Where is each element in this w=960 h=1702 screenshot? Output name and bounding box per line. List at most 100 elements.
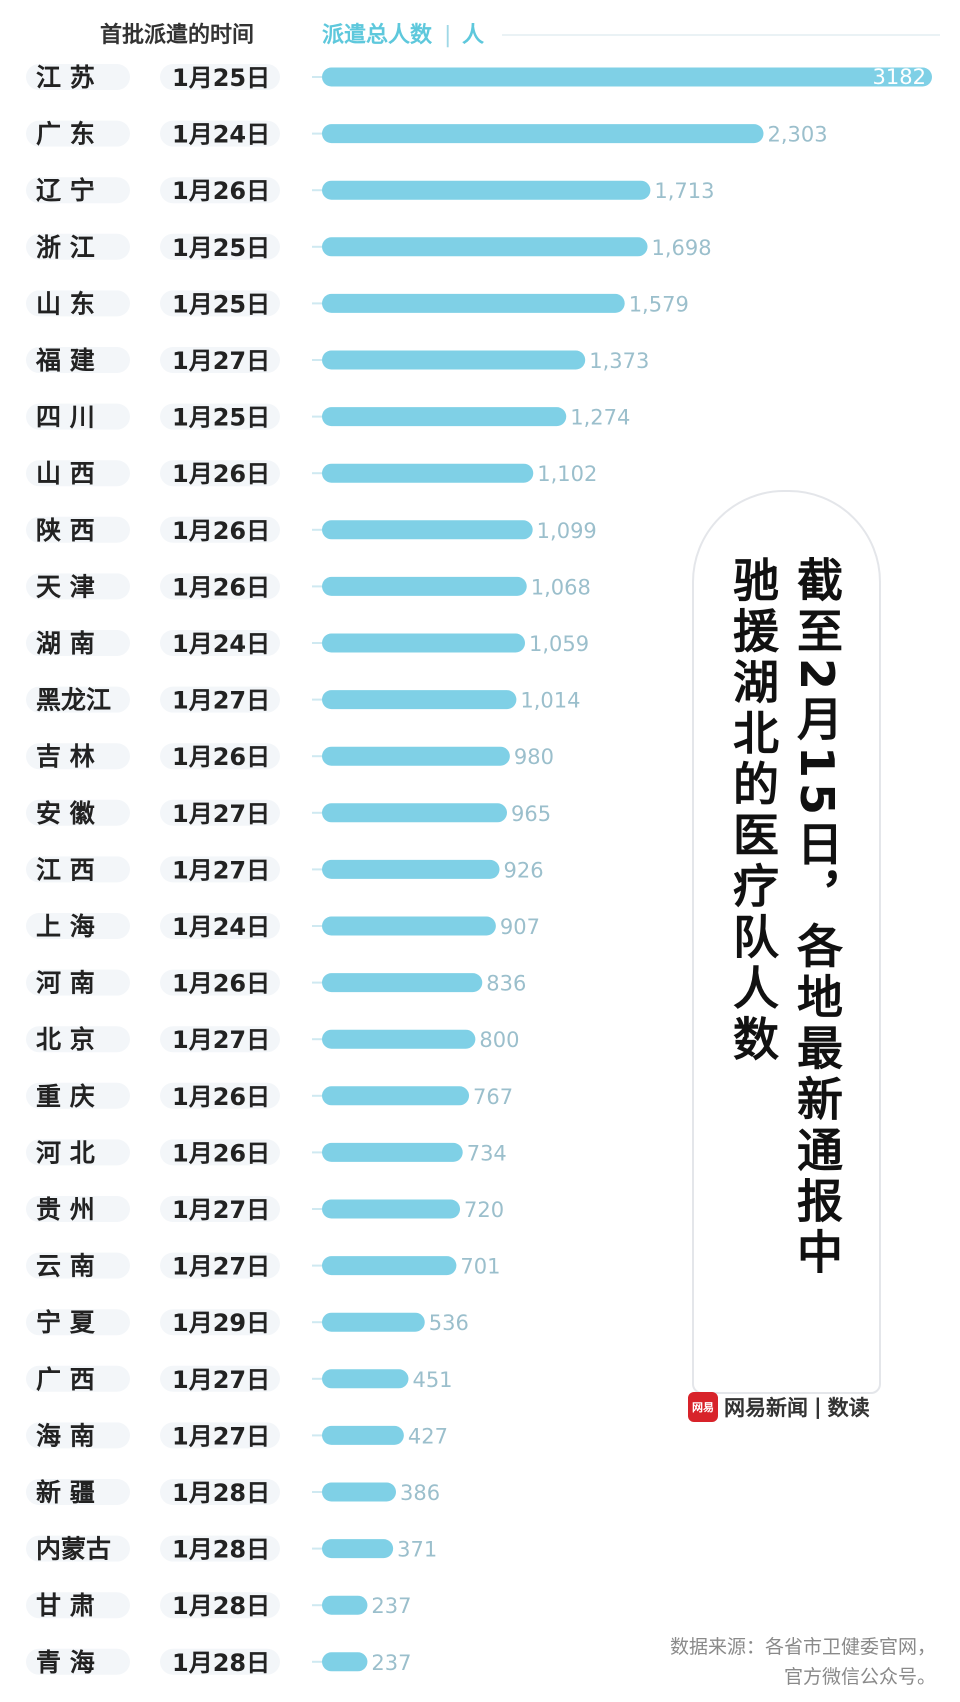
bar-rows: 江 苏 1月25日 3182 广 东 1月24日 2,303 辽 宁 1月26日 1,713 浙 … [26,63,932,1677]
bar [322,124,764,144]
province-label: 宁 夏 [36,1308,96,1337]
province-label: 浙 江 [36,233,95,262]
brand-logo: 网易 网易新闻 | 数读 [688,1392,870,1422]
province-label: 天 津 [36,572,95,601]
table-row: 河 南 1月26日 836 [26,969,526,998]
bar [322,633,526,653]
row-label-stripe [26,403,130,430]
source-line-1: 数据来源：各省市卫健委官网， [669,1636,936,1658]
table-row: 河 北 1月26日 734 [26,1138,507,1167]
date-label: 1月27日 [172,1026,270,1054]
value-label: 3182 [873,65,926,89]
date-label: 1月28日 [172,1479,270,1507]
header-unit-label: 人 [462,23,484,48]
table-row: 山 西 1月26日 1,102 [26,459,597,488]
row-label-stripe [26,177,130,204]
bar [322,520,533,540]
header-separator: | [444,23,451,48]
value-label: 451 [412,1368,452,1392]
province-label: 陕 西 [36,516,95,545]
row-date-stripe [160,686,280,713]
row-date-stripe [160,573,280,600]
row-date-stripe [160,1196,280,1222]
value-label: 427 [408,1424,448,1448]
province-label: 黑龙江 [36,686,111,715]
province-label: 河 北 [36,1138,95,1167]
bar [322,67,932,87]
table-row: 湖 南 1月24日 1,059 [26,629,589,658]
province-label: 海 南 [36,1421,95,1450]
date-label: 1月24日 [172,630,270,658]
date-label: 1月27日 [172,800,270,828]
data-source-note: 数据来源：各省市卫健委官网， 官方微信公众号。 [616,1632,936,1692]
date-label: 1月27日 [172,687,270,715]
value-label: 2,303 [767,123,827,147]
table-row: 内蒙古 1月28日 371 [26,1535,437,1564]
row-label-stripe [26,1535,130,1562]
value-label: 1,099 [537,519,597,543]
table-row: 贵 州 1月27日 720 [26,1195,504,1224]
table-row: 陕 西 1月26日 1,099 [26,516,597,545]
province-label: 云 南 [36,1252,95,1281]
table-row: 江 西 1月27日 926 [26,855,544,884]
bar [322,576,527,596]
row-date-stripe [160,460,280,487]
title-line-2: 驰援湖北的医疗队人数 [726,556,780,1066]
date-label: 1月24日 [172,121,270,149]
province-label: 辽 宁 [36,176,95,205]
row-date-stripe [160,1139,280,1166]
value-label: 1,102 [537,462,597,486]
bar [322,1595,368,1615]
table-row: 山 东 1月25日 1,579 [26,289,689,318]
row-label-stripe [26,64,130,90]
value-label: 1,713 [654,179,714,203]
table-row: 宁 夏 1月29日 536 [26,1308,469,1337]
date-label: 1月26日 [172,1139,270,1167]
row-label-stripe [26,1648,130,1675]
value-label: 800 [479,1028,519,1052]
row-date-stripe [160,1479,280,1505]
date-label: 1月28日 [172,1592,270,1620]
date-label: 1月27日 [172,1422,270,1450]
date-label: 1月26日 [172,573,270,601]
table-row: 甘 肃 1月28日 237 [26,1591,412,1620]
row-label-stripe [26,233,130,260]
date-label: 1月25日 [172,234,270,262]
value-label: 720 [464,1198,504,1222]
province-label: 青 海 [36,1648,95,1677]
row-label-stripe [26,120,130,147]
row-date-stripe [160,743,280,770]
bar [322,1539,394,1559]
bar [322,1425,404,1445]
row-date-stripe [160,516,280,543]
bar [322,690,517,710]
province-label: 新 疆 [36,1478,95,1507]
row-label-stripe [26,1309,130,1336]
province-label: 北 京 [36,1025,95,1054]
row-date-stripe [160,290,280,317]
row-date-stripe [160,799,280,826]
row-date-stripe [160,969,280,996]
province-label: 内蒙古 [36,1535,111,1564]
value-label: 907 [500,915,540,939]
date-label: 1月26日 [172,743,270,771]
province-label: 山 东 [36,289,95,318]
province-label: 山 西 [36,459,95,488]
row-label-stripe [26,347,130,373]
province-label: 江 苏 [36,63,95,92]
value-label: 1,014 [520,689,580,713]
province-label: 重 庆 [36,1082,95,1111]
row-label-stripe [26,1082,130,1109]
table-row: 重 庆 1月26日 767 [26,1082,513,1111]
row-date-stripe [160,1082,280,1109]
date-label: 1月28日 [172,1536,270,1564]
date-label: 1月24日 [172,913,270,941]
row-label-stripe [26,1422,130,1449]
source-line-2: 官方微信公众号。 [783,1666,936,1688]
bar [322,973,483,993]
date-label: 1月25日 [172,404,270,432]
table-row: 江 苏 1月25日 3182 [26,63,932,92]
value-label: 926 [504,858,544,882]
row-label-stripe [26,913,130,939]
